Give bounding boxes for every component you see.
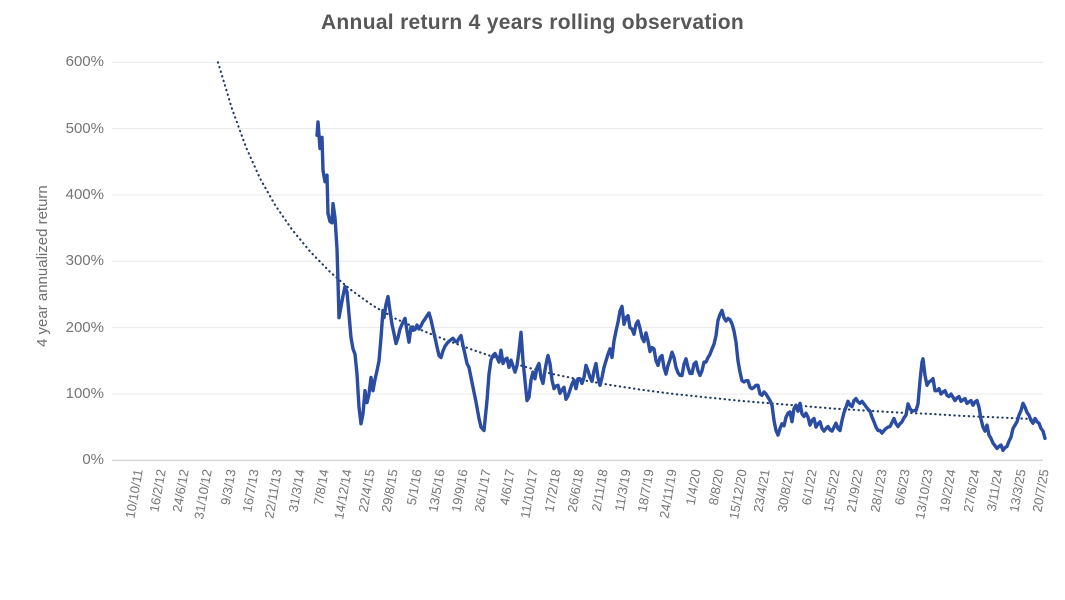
y-tick-label-0: 0%	[82, 451, 104, 469]
y-tick-label-300: 300%	[65, 252, 104, 270]
y-tick-label-200: 200%	[65, 318, 104, 336]
gridlines	[112, 61, 1043, 461]
series-line-path	[315, 120, 1047, 453]
chart-title: Annual return 4 years rolling observatio…	[320, 11, 745, 34]
y-tick-label-500: 500%	[65, 119, 104, 137]
y-tick-label-600: 600%	[65, 53, 104, 71]
y-tick-label-100: 100%	[65, 384, 104, 402]
trendline-dotted-path	[216, 61, 1040, 421]
y-tick-label-400: 400%	[65, 185, 104, 203]
